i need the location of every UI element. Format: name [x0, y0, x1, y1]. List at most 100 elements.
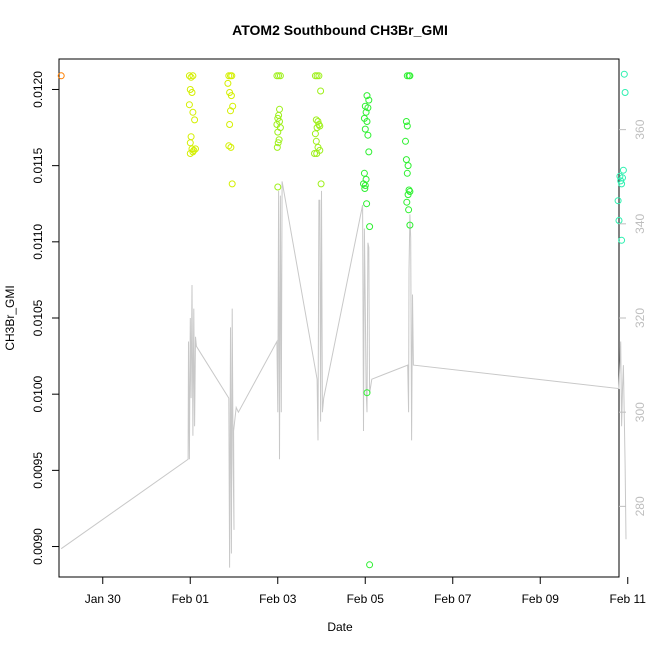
data-point	[614, 197, 622, 205]
data-point	[404, 162, 412, 170]
data-point	[185, 101, 193, 109]
data-point	[402, 156, 410, 164]
y-tick-label: 0.0095	[31, 452, 45, 489]
x-tick-label: Jan 30	[85, 592, 121, 606]
data-point	[317, 180, 325, 188]
y2-tick-label: 300	[633, 402, 647, 422]
data-point	[362, 108, 370, 116]
data-point	[226, 121, 234, 128]
data-point	[363, 118, 371, 125]
data-point	[402, 137, 409, 145]
data-point	[620, 70, 628, 78]
data-point	[188, 89, 196, 96]
data-point	[274, 128, 282, 136]
data-point	[360, 169, 368, 177]
data-point	[361, 182, 369, 189]
x-tick-label: Feb 05	[347, 592, 385, 606]
data-point	[313, 150, 321, 157]
data-point	[186, 139, 194, 147]
y-tick-label: 0.0120	[31, 71, 45, 108]
data-point	[187, 133, 195, 141]
chart-title: ATOM2 Southbound CH3Br_GMI	[232, 22, 448, 38]
y-tick-label: 0.0090	[31, 528, 45, 565]
data-point	[621, 89, 629, 96]
y2-tick-label: 320	[633, 308, 647, 328]
x-tick-label: Feb 11	[610, 592, 647, 606]
data-point	[618, 236, 626, 244]
data-point	[228, 72, 236, 80]
data-point	[189, 72, 197, 80]
data-point	[619, 166, 627, 174]
data-point	[403, 169, 411, 177]
secondary-series-layer	[60, 181, 627, 568]
data-point	[313, 124, 321, 132]
data-point	[404, 191, 412, 199]
data-point	[366, 561, 374, 569]
data-point	[315, 72, 323, 80]
data-point	[227, 92, 235, 100]
x-tick-label: Feb 03	[259, 592, 297, 606]
data-point	[274, 139, 282, 147]
data-point	[276, 105, 283, 113]
data-point	[363, 92, 371, 100]
data-point	[403, 122, 411, 130]
data-point	[361, 185, 369, 192]
secondary-series-line	[60, 181, 627, 568]
data-point	[276, 72, 284, 80]
data-point	[273, 143, 281, 151]
data-point	[364, 104, 372, 112]
data-point	[228, 180, 236, 188]
data-point	[227, 143, 235, 151]
data-point	[365, 96, 373, 104]
data-point	[362, 175, 370, 183]
data-point	[225, 142, 233, 150]
y2-tick-label: 360	[633, 119, 647, 139]
data-point	[363, 389, 371, 397]
data-point	[57, 72, 65, 80]
y2-tick-label: 280	[633, 496, 647, 516]
data-point	[311, 130, 319, 138]
data-point	[191, 116, 199, 124]
data-point	[363, 200, 371, 208]
data-point	[361, 125, 369, 133]
data-point	[617, 177, 625, 185]
data-point	[365, 148, 373, 156]
y2-tick-label: 340	[633, 213, 647, 233]
y-tick-label: 0.0110	[31, 224, 45, 260]
data-point	[405, 186, 413, 194]
data-point	[317, 87, 325, 95]
y-axis-label: CH3Br_GMI	[3, 285, 17, 350]
data-point	[187, 73, 195, 81]
data-point	[224, 79, 232, 87]
data-point	[403, 198, 411, 206]
data-point	[227, 107, 234, 115]
data-point	[406, 221, 414, 229]
data-point	[275, 136, 283, 144]
data-point	[312, 137, 320, 145]
data-point	[311, 150, 318, 157]
x-tick-label: Feb 09	[522, 592, 560, 606]
x-tick-label: Feb 01	[172, 592, 210, 606]
data-point	[402, 118, 410, 125]
data-point	[364, 131, 372, 139]
axes-layer: Jan 30 Feb 01 Feb 03 Feb 05 Feb 07 Feb 09 Feb …	[31, 71, 647, 606]
data-point	[406, 72, 414, 80]
data-point	[405, 206, 413, 214]
data-point	[188, 145, 196, 153]
points-layer	[57, 70, 629, 569]
y-tick-label: 0.0115	[31, 147, 45, 183]
data-point	[189, 148, 197, 156]
y-tick-label: 0.0105	[31, 299, 45, 336]
data-point	[618, 180, 626, 188]
plot-frame	[58, 58, 620, 578]
data-point	[360, 180, 367, 188]
data-point	[274, 183, 282, 191]
x-axis-label: Date	[327, 620, 353, 634]
x-tick-label: Feb 07	[434, 592, 472, 606]
y-tick-label: 0.0100	[31, 375, 45, 412]
data-point	[189, 108, 197, 116]
data-point	[185, 72, 193, 80]
data-point	[366, 223, 374, 231]
